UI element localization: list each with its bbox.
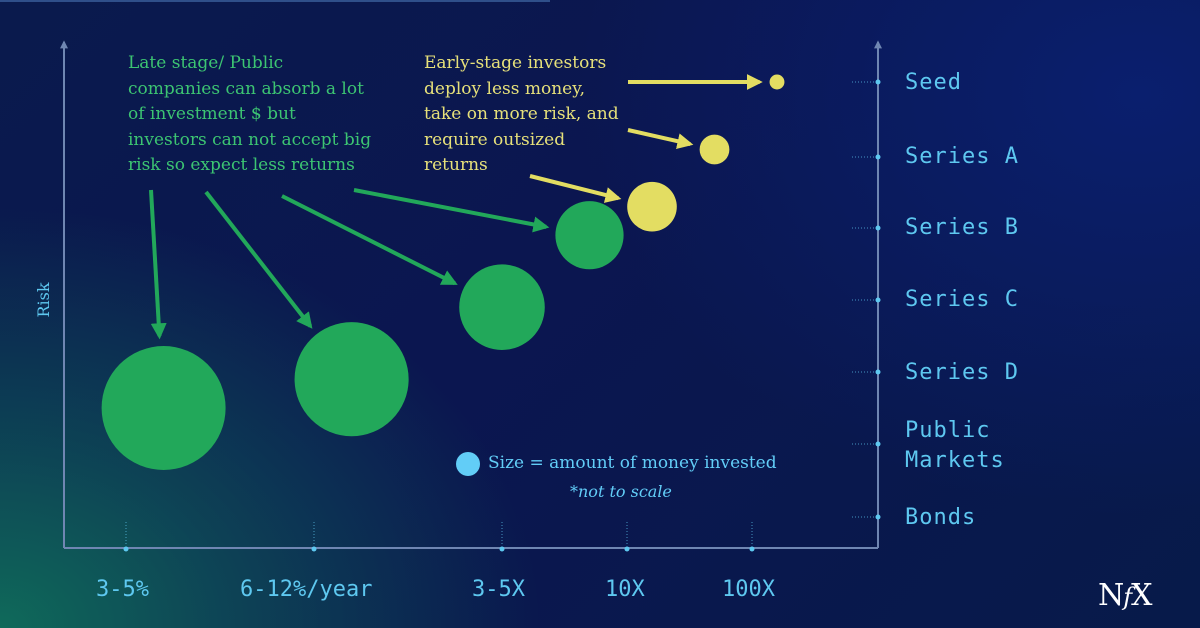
early-stage-bubble (627, 181, 677, 232)
y-tick-dot (875, 441, 881, 447)
x-tick-dot (624, 546, 630, 552)
y-tick-bonds: Bonds (905, 505, 977, 530)
y-tick-dot (875, 154, 881, 160)
y-tick-series-b: Series B (905, 215, 1019, 240)
x-tick-6-12-percent: 6-12%/year (240, 577, 373, 602)
late-stage-annotation: Late stage/ Public companies can absorb … (128, 53, 372, 175)
x-tick-10x: 10X (605, 577, 645, 602)
late-stage-arrow (149, 189, 167, 340)
late-stage-bubble (459, 264, 545, 350)
late-stage-arrow (353, 188, 550, 233)
legend-size-label: Size = amount of money invested (488, 453, 777, 473)
x-tick-3-5x: 3-5X (472, 577, 525, 602)
top-accent-line (0, 0, 550, 2)
y-tick-public-markets: Public Markets (905, 418, 1005, 473)
x-tick-dot (749, 546, 755, 552)
late-stage-arrow (204, 190, 313, 329)
early-stage-arrow (627, 128, 694, 150)
x-tick-100x: 100X (722, 577, 775, 602)
x-tick-dot (123, 546, 129, 552)
legend-scale-note: *not to scale (570, 482, 672, 501)
nfx-logo: NfX (1098, 578, 1153, 613)
x-tick-dot (311, 546, 317, 552)
logo-n: N (1098, 578, 1124, 613)
x-tick-3-5-percent: 3-5% (96, 577, 149, 602)
late-stage-arrow (281, 194, 458, 286)
y-tick-dot (875, 79, 881, 85)
late-stage-bubble (294, 322, 409, 437)
y-tick-seed: Seed (905, 70, 962, 95)
y-tick-dot (875, 369, 881, 375)
legend-size-dot (456, 452, 480, 476)
late-stage-bubble (101, 346, 226, 470)
logo-x: X (1131, 578, 1152, 613)
y-tick-dot (875, 514, 881, 520)
late-stage-bubble (555, 201, 624, 270)
y-tick-dot (875, 297, 881, 303)
y-tick-dot (875, 225, 881, 231)
early-stage-annotation: Early-stage investors deploy less money,… (424, 53, 619, 175)
early-stage-bubble (769, 74, 785, 90)
early-stage-bubble (699, 134, 730, 165)
logo-f: f (1123, 583, 1132, 611)
y-tick-series-c: Series C (905, 287, 1019, 312)
y-tick-series-d: Series D (905, 360, 1019, 385)
y-axis-label: Risk (34, 282, 53, 318)
early-stage-arrow (529, 174, 622, 203)
x-tick-dot (499, 546, 505, 552)
y-tick-series-a: Series A (905, 144, 1019, 169)
